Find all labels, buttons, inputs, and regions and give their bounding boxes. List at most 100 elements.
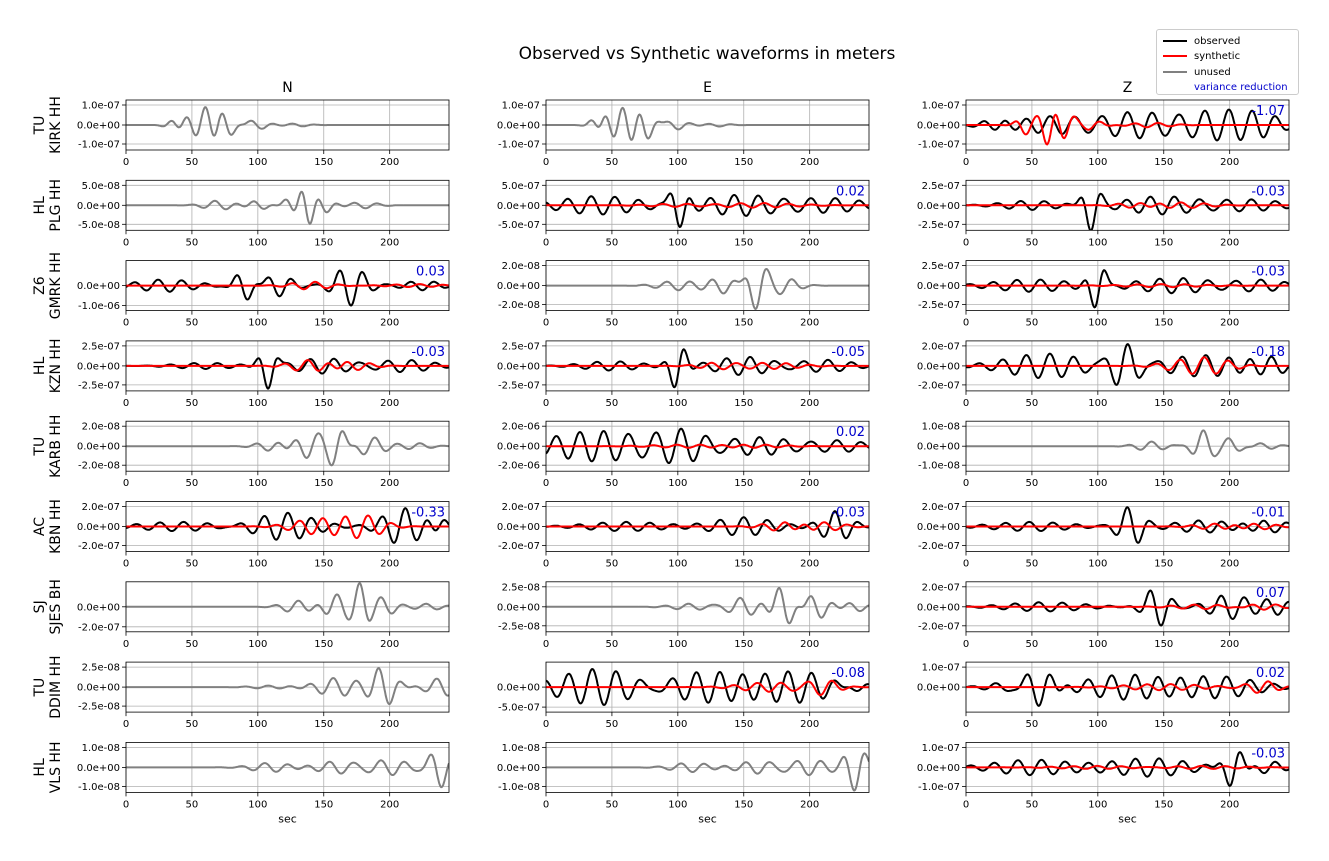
station-name-label: KBN HH: [48, 499, 64, 554]
observed-trace: [966, 343, 1289, 386]
panel-frame: [965, 99, 1290, 151]
y-tick-label: -1.0e-07: [918, 782, 960, 793]
x-tick-label: 0: [963, 559, 969, 570]
panel-n: 1.0e-08 0.0e+00 -1.0e-080 50 100 150 200: [77, 742, 450, 810]
y-tick-label: 0.0e+00: [497, 522, 540, 533]
panel-n: 5.0e-08 0.0e+00 -5.0e-080 50 100 150 200: [77, 179, 450, 248]
y-tick-label: -2.0e-07: [918, 621, 960, 632]
panel-e: 1.0e-07 0.0e+00 -1.0e-070 50 100 150 200: [497, 99, 870, 168]
y-tick-label: -2.0e-07: [78, 541, 120, 552]
y-tick-label: 1.0e-07: [922, 663, 960, 674]
observed-trace: [966, 192, 1289, 231]
x-tick-label: 50: [606, 237, 619, 248]
y-tick-label: 2.5e-07: [922, 261, 960, 272]
panel-z: 1.0e-07 0.0e+00 -1.0e-070 50 100 150 200 -0.03: [917, 742, 1290, 810]
y-tick-label: -2.0e-08: [78, 461, 120, 472]
panel-frame: [545, 340, 870, 392]
panel-z: 2.0e-07 0.0e+00 -2.0e-070 50 100 150 200 -0.18: [917, 340, 1290, 409]
y-tick-label: -2.5e-07: [78, 380, 120, 391]
x-tick-label: 200: [380, 318, 399, 329]
panel-n: 0.0e+00 -2.0e-070 50 100 150 200: [77, 581, 450, 650]
unused-trace: [546, 106, 869, 141]
x-tick-label: 150: [314, 719, 333, 730]
panel-frame: [545, 742, 870, 793]
x-tick-label: 100: [668, 478, 687, 489]
x-tick-label: 150: [1154, 719, 1173, 730]
panel-z: 1.0e-07 0.0e+00 0 50 100 150 200 0.02: [917, 661, 1290, 730]
x-tick-label: 100: [1088, 237, 1107, 248]
panel-frame: [965, 340, 1290, 392]
synthetic-trace: [126, 514, 449, 540]
station-name-label: KIRK HH: [48, 96, 64, 154]
variance-reduction-label: -0.08: [831, 666, 865, 681]
unused-trace: [546, 586, 869, 625]
x-tick-label: 150: [734, 398, 753, 409]
x-tick-label: 50: [1026, 157, 1039, 168]
y-tick-label: 2.5e-07: [502, 341, 540, 352]
x-tick-label: 150: [1154, 157, 1173, 168]
y-tick-label: 2.0e-07: [922, 341, 960, 352]
x-tick-label: 50: [186, 318, 199, 329]
legend-label-observed: observed: [1194, 35, 1241, 47]
variance-reduction-label: -0.05: [831, 345, 865, 360]
y-tick-label: -2.5e-07: [498, 380, 540, 391]
station-network-label: AC: [32, 517, 48, 536]
x-tick-label: 50: [186, 237, 199, 248]
unused-trace: [126, 190, 449, 226]
y-tick-label: 2.5e-07: [82, 341, 120, 352]
panel-e: 0.0e+00 -5.0e-070 50 100 150 200 -0.08: [497, 661, 870, 730]
variance-reduction-label: -0.03: [1251, 265, 1285, 280]
observed-trace: [966, 269, 1289, 309]
station-network-label: HL: [32, 196, 48, 215]
x-tick-label: 200: [800, 639, 819, 650]
x-tick-label: 0: [543, 157, 549, 168]
x-tick-label: 100: [248, 398, 267, 409]
legend-item-unused: unused: [1163, 64, 1231, 80]
y-tick-label: -1.0e-07: [918, 140, 960, 151]
x-tick-label: 150: [314, 237, 333, 248]
variance-reduction-label: -0.33: [411, 506, 445, 521]
variance-reduction-label: -0.03: [1251, 184, 1285, 199]
observed-trace: [546, 348, 869, 389]
x-tick-label: 150: [314, 478, 333, 489]
station-network-label: HL: [32, 357, 48, 376]
station-name-label: PLG HH: [48, 179, 64, 232]
panel-frame: [545, 501, 870, 552]
x-tick-label: 150: [734, 478, 753, 489]
synthetic-trace: [546, 201, 869, 209]
x-tick-label: 200: [800, 719, 819, 730]
variance-reduction-label: 0.02: [836, 425, 865, 440]
y-tick-label: -2.0e-06: [498, 461, 540, 472]
panel-frame: [125, 661, 450, 713]
x-tick-label: 150: [734, 157, 753, 168]
x-tick-label: 150: [734, 237, 753, 248]
x-tick-label: 100: [668, 237, 687, 248]
x-tick-label: 50: [186, 719, 199, 730]
y-tick-label: 1.0e-08: [922, 422, 960, 433]
x-tick-label: 50: [1026, 398, 1039, 409]
station-row-gmrk-hh: Z6 GMRK HH 0.0e+00-1.0e-060 50 100 150 2000.03…: [32, 252, 1290, 329]
station-row-kzn-hh: HL KZN HH 2.5e-070.0e+00-2.5e-070 50 100 150 2…: [32, 339, 1290, 409]
station-network-label: Z6: [32, 276, 48, 295]
panel-frame: [965, 179, 1290, 231]
legend: observed synthetic unused variance reduc…: [1156, 29, 1299, 95]
x-tick-label: 200: [380, 719, 399, 730]
x-tick-label: 100: [248, 157, 267, 168]
panel-e: 2.5e-07 0.0e+00 -2.5e-070 50 100 150 200 -0.05: [497, 340, 870, 409]
x-tick-label: 100: [668, 799, 687, 810]
x-tick-label: 200: [800, 318, 819, 329]
x-tick-label: 150: [314, 639, 333, 650]
y-tick-label: 0.0e+00: [917, 442, 960, 453]
panel-e: 2.5e-08 0.0e+00 -2.5e-080 50 100 150 200: [497, 581, 870, 650]
panel-frame: [545, 420, 870, 472]
y-tick-label: 0.0e+00: [917, 361, 960, 372]
panel-frame: [545, 581, 870, 633]
legend-swatch-unused: [1163, 71, 1187, 73]
panel-e: 1.0e-08 0.0e+00 -1.0e-080 50 100 150 200: [497, 742, 870, 810]
unused-trace: [546, 752, 869, 792]
synthetic-trace: [966, 680, 1289, 694]
synthetic-trace: [966, 113, 1289, 146]
variance-reduction-label: -0.03: [411, 345, 445, 360]
x-tick-label: 0: [963, 157, 969, 168]
station-network-label: TU: [32, 437, 48, 457]
